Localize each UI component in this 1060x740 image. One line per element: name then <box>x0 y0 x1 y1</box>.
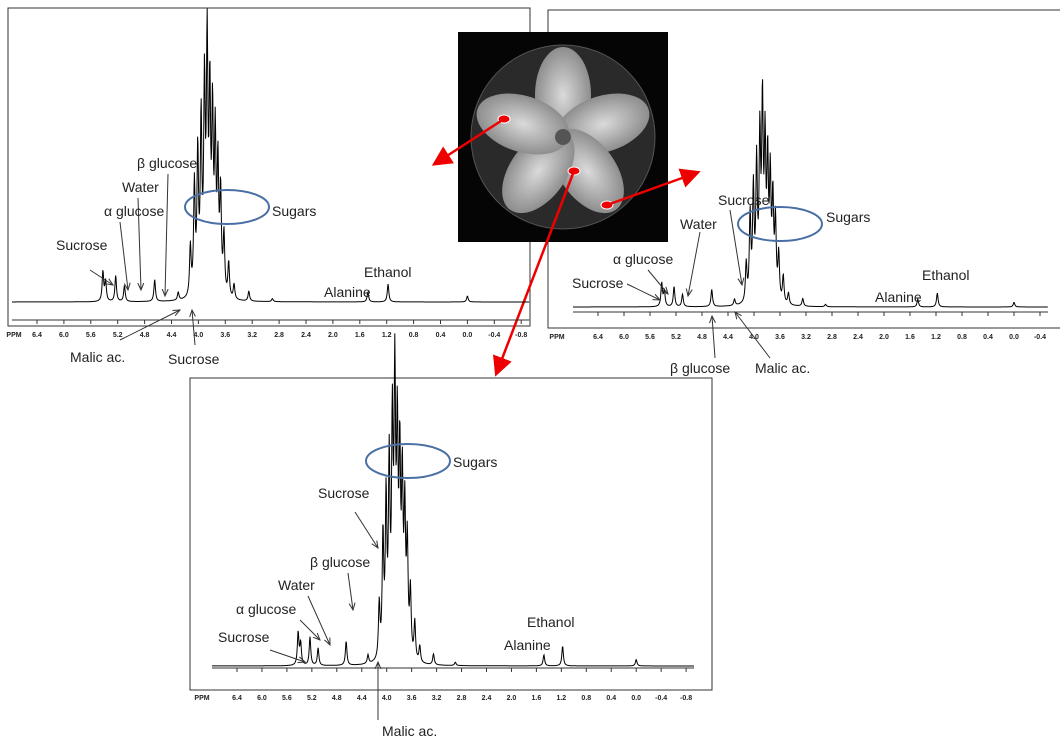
x-tick-label: 1.2 <box>382 332 392 339</box>
annotation: α glucose <box>104 203 164 219</box>
annotation: Malic ac. <box>70 349 125 365</box>
x-tick-label: 2.8 <box>827 334 837 341</box>
annotation: Sucrose <box>572 275 624 291</box>
annotation: Water <box>278 577 315 593</box>
x-tick-label: 4.4 <box>167 332 177 339</box>
x-tick-label: -0.4 <box>655 695 667 702</box>
x-tick-label: 5.2 <box>113 332 123 339</box>
annotation: Malic ac. <box>382 723 437 739</box>
x-tick-label: 5.6 <box>282 695 292 702</box>
annotation: Sucrose <box>318 485 370 501</box>
x-tick-label: 3.2 <box>432 695 442 702</box>
annotation: Sugars <box>453 454 497 470</box>
x-tick-label: 0.0 <box>631 695 641 702</box>
x-tick-label: 6.0 <box>59 332 69 339</box>
annotation: Sugars <box>826 209 870 225</box>
x-tick-label: 0.0 <box>1009 334 1019 341</box>
annotation: Sucrose <box>718 192 770 208</box>
x-tick-label: 0.8 <box>409 332 419 339</box>
x-tick-label: 4.0 <box>194 332 204 339</box>
x-tick-label: 0.0 <box>463 332 473 339</box>
annotation: Ethanol <box>364 264 411 280</box>
x-tick-label: 6.0 <box>619 334 629 341</box>
x-tick-label: 4.8 <box>332 695 342 702</box>
x-tick-label: -0.8 <box>515 332 527 339</box>
annotation: Sucrose <box>168 351 220 367</box>
x-tick-label: 6.4 <box>232 695 242 702</box>
x-tick-label: 2.4 <box>301 332 311 339</box>
x-tick-label: 5.2 <box>307 695 317 702</box>
x-tick-label: 0.4 <box>436 332 446 339</box>
x-tick-label: 3.6 <box>407 695 417 702</box>
x-tick-label: 2.4 <box>853 334 863 341</box>
annotation: α glucose <box>236 601 296 617</box>
x-tick-label: 4.4 <box>723 334 733 341</box>
x-tick-label: 3.2 <box>801 334 811 341</box>
x-tick-label: PPM <box>6 332 21 339</box>
x-tick-label: 1.6 <box>532 695 542 702</box>
x-tick-label: 1.6 <box>355 332 365 339</box>
x-tick-label: 2.0 <box>328 332 338 339</box>
x-tick-label: PPM <box>549 334 564 341</box>
annotation: Alanine <box>504 637 551 653</box>
x-tick-label: 0.8 <box>581 695 591 702</box>
x-tick-label: -0.8 <box>680 695 692 702</box>
annotation: β glucose <box>137 155 197 171</box>
x-tick-label: 2.8 <box>457 695 467 702</box>
x-tick-label: 3.6 <box>775 334 785 341</box>
annotation: Alanine <box>324 284 371 300</box>
annotation: Malic ac. <box>755 360 810 376</box>
x-tick-label: 3.2 <box>247 332 257 339</box>
annotation: β glucose <box>670 360 730 376</box>
annotation: Ethanol <box>527 614 574 630</box>
x-tick-label: 4.4 <box>357 695 367 702</box>
x-tick-label: PPM <box>194 695 209 702</box>
x-tick-label: 5.2 <box>671 334 681 341</box>
x-tick-label: 4.8 <box>697 334 707 341</box>
x-tick-label: 0.4 <box>983 334 993 341</box>
panel-frame <box>8 8 530 326</box>
x-tick-label: 6.0 <box>257 695 267 702</box>
x-tick-label: 0.8 <box>957 334 967 341</box>
x-tick-label: 2.8 <box>274 332 284 339</box>
x-tick-label: 0.4 <box>606 695 616 702</box>
annotation: Water <box>680 216 717 232</box>
mri-image <box>458 32 668 242</box>
annotation: α glucose <box>613 251 673 267</box>
annotation: Sugars <box>272 203 316 219</box>
annotation: Alanine <box>875 289 922 305</box>
x-tick-label: -0.4 <box>1034 334 1046 341</box>
x-tick-label: 1.2 <box>556 695 566 702</box>
annotation: Sucrose <box>218 629 270 645</box>
x-tick-label: 6.4 <box>32 332 42 339</box>
x-tick-label: 4.8 <box>140 332 150 339</box>
x-tick-label: 5.6 <box>645 334 655 341</box>
x-tick-label: 6.4 <box>593 334 603 341</box>
annotation: Water <box>122 179 159 195</box>
x-tick-label: 5.6 <box>86 332 96 339</box>
x-tick-label: 4.0 <box>382 695 392 702</box>
x-tick-label: 2.0 <box>879 334 889 341</box>
x-tick-label: -0.4 <box>488 332 500 339</box>
x-tick-label: 1.2 <box>931 334 941 341</box>
x-tick-label: 2.0 <box>507 695 517 702</box>
figure: PPM 6.4 6.0 5.6 5.2 4.8 4.4 4.0 3.6 3.2 2.8 2.4 2.0 1… <box>0 0 1060 740</box>
annotation: Sucrose <box>56 237 108 253</box>
annotation: β glucose <box>310 554 370 570</box>
x-tick-label: 1.6 <box>905 334 915 341</box>
annotation: Ethanol <box>922 267 969 283</box>
x-tick-label: 3.6 <box>220 332 230 339</box>
x-tick-label: 2.4 <box>482 695 492 702</box>
